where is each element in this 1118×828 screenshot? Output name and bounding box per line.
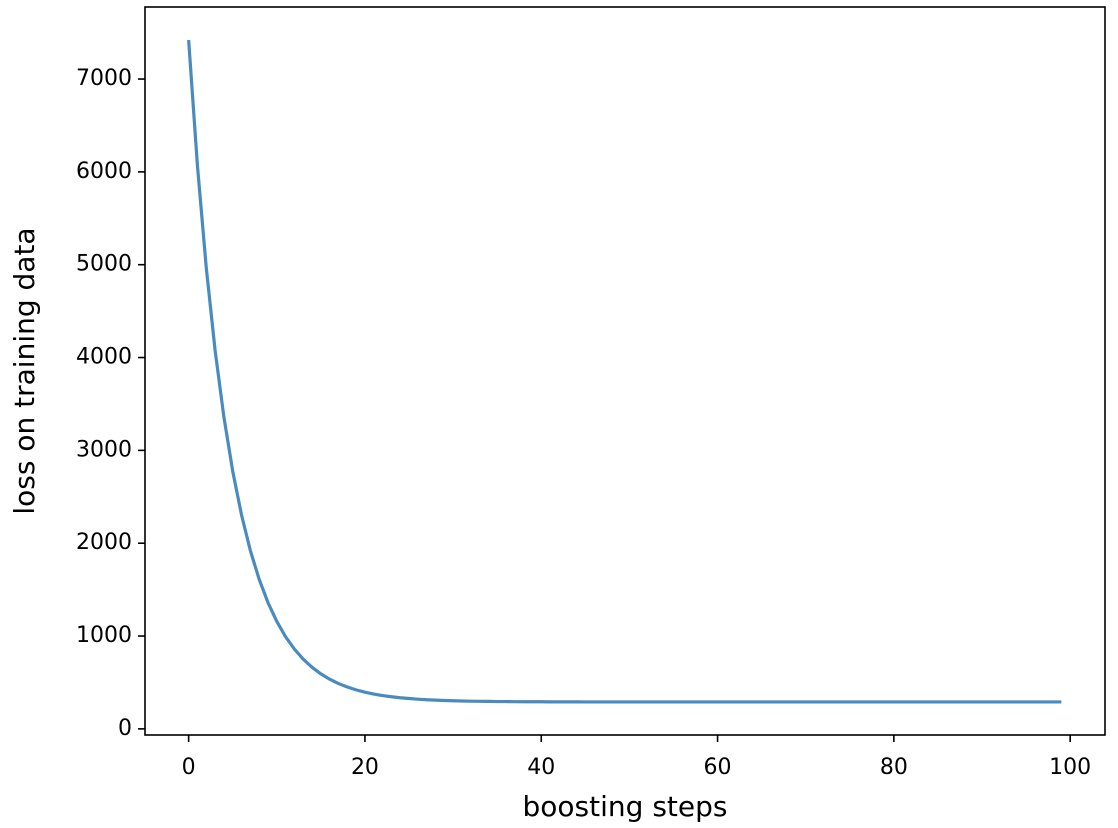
y-tick-label: 7000	[76, 66, 132, 91]
y-tick-label: 4000	[76, 345, 132, 370]
y-tick-label: 0	[118, 716, 132, 741]
y-axis-label: loss on training data	[8, 227, 41, 514]
x-tick-label: 40	[527, 755, 555, 780]
plot-frame	[144, 6, 1106, 736]
y-tick-label: 6000	[76, 159, 132, 184]
y-tick-label: 1000	[76, 623, 132, 648]
y-tick-label: 2000	[76, 530, 132, 555]
x-tick-label: 0	[182, 755, 196, 780]
y-tick-label: 3000	[76, 437, 132, 462]
x-tick-label: 60	[704, 755, 732, 780]
x-tick-label: 20	[351, 755, 379, 780]
data-line	[187, 39, 1062, 704]
x-tick-label: 100	[1049, 755, 1091, 780]
x-tick-label: 80	[880, 755, 908, 780]
y-tick-label: 5000	[76, 252, 132, 277]
x-axis-label: boosting steps	[523, 790, 728, 823]
